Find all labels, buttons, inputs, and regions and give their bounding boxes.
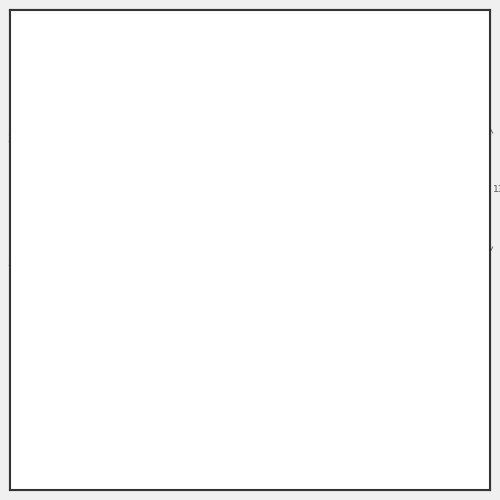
Text: Shaft diameter : ø6: Shaft diameter : ø6 xyxy=(268,53,369,63)
Text: A  C  B: A C B xyxy=(368,271,406,281)
Bar xyxy=(363,148,447,232)
Text: Mounting surface: Mounting surface xyxy=(144,255,236,265)
Text: 5: 5 xyxy=(122,148,128,156)
Text: ø6: ø6 xyxy=(315,234,324,242)
Text: ℓ₁: ℓ₁ xyxy=(228,139,236,149)
Text: (0.8): (0.8) xyxy=(110,156,130,164)
Text: 0: 0 xyxy=(305,50,310,59)
Text: (10.2): (10.2) xyxy=(328,176,336,204)
Text: (5): (5) xyxy=(144,148,156,156)
Text: 1.5: 1.5 xyxy=(281,150,295,160)
Text: 13.2: 13.2 xyxy=(493,186,500,194)
Text: −0.05: −0.05 xyxy=(323,232,342,237)
Text: 12: 12 xyxy=(436,318,450,328)
Text: 14: 14 xyxy=(399,95,411,105)
Text: ℓ₁: ℓ₁ xyxy=(438,301,448,314)
Text: 0.5: 0.5 xyxy=(315,216,327,224)
Text: −0.05: −0.05 xyxy=(305,58,326,64)
Text: 12.4: 12.4 xyxy=(395,106,415,114)
Text: 2: 2 xyxy=(34,202,40,211)
Text: 3.5: 3.5 xyxy=(8,136,22,144)
Text: 3.5: 3.5 xyxy=(8,258,22,268)
Text: ±0.1: ±0.1 xyxy=(313,222,330,228)
Text: LM₁: LM₁ xyxy=(365,302,385,312)
Text: (8.2): (8.2) xyxy=(394,114,415,124)
Text: ø6.8±0.1: ø6.8±0.1 xyxy=(183,227,227,237)
Text: 4.5: 4.5 xyxy=(315,224,327,234)
Text: 25: 25 xyxy=(368,318,382,328)
Text: Unit: mm: Unit: mm xyxy=(432,27,478,37)
Text: LM₁: LM₁ xyxy=(197,130,217,140)
